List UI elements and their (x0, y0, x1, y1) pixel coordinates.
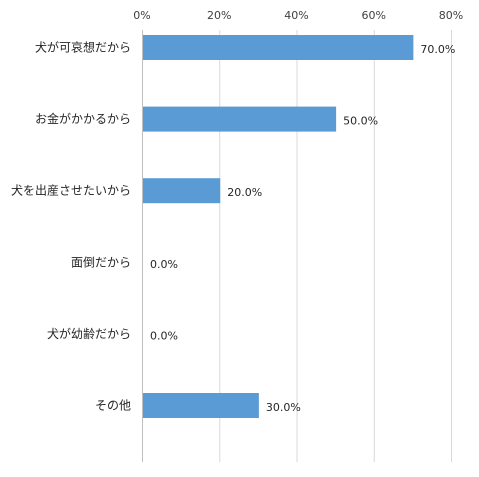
category-label: 犬が幼齢だから (47, 326, 131, 341)
x-axis-tick-labels: 0% 20% 40% 60% 80% (133, 9, 463, 22)
data-label: 0.0% (150, 329, 178, 342)
data-label: 70.0% (420, 43, 455, 56)
bar (143, 35, 414, 60)
category-labels: 犬が可哀想だからお金がかかるから犬を出産させたいから面倒だから犬が幼齢だからその… (11, 40, 131, 413)
bar (143, 393, 259, 418)
bars (143, 35, 414, 418)
category-label: 犬が可哀想だから (35, 40, 131, 55)
bar (143, 178, 221, 204)
x-tick-label: 40% (284, 9, 308, 22)
data-label: 0.0% (150, 258, 178, 271)
category-label: 犬を出産させたいから (11, 183, 131, 198)
category-label: その他 (95, 399, 131, 413)
x-tick-label: 0% (133, 9, 150, 22)
x-tick-label: 60% (362, 9, 386, 22)
data-label: 50.0% (343, 115, 378, 128)
category-label: 面倒だから (71, 255, 131, 269)
category-label: お金がかかるから (35, 111, 131, 126)
data-label: 30.0% (266, 401, 301, 414)
data-label: 20.0% (227, 186, 262, 199)
x-tick-label: 80% (439, 9, 463, 22)
x-tick-label: 20% (207, 9, 231, 22)
bar (143, 106, 337, 132)
gridlines (142, 30, 452, 462)
data-labels: 70.0% 50.0% 20.0% 0.0% 0.0% 30.0% (150, 43, 455, 414)
